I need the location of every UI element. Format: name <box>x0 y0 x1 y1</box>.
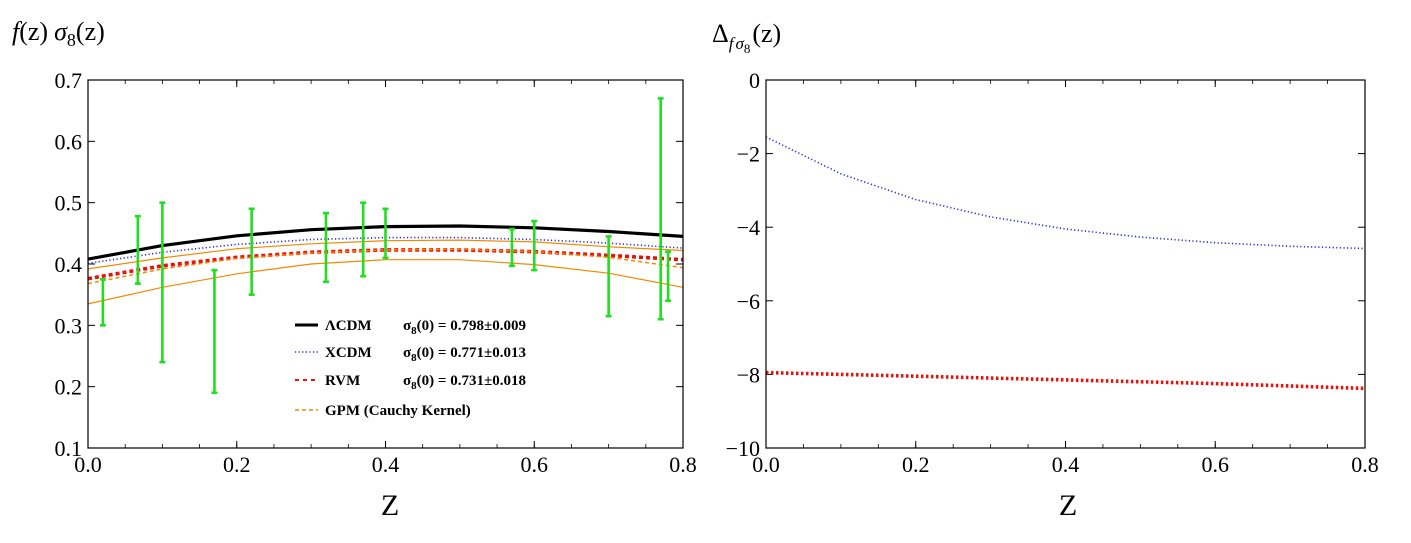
right-series <box>766 136 1365 391</box>
y-tick-label: 0.4 <box>55 252 83 277</box>
y-tick-label: 0.3 <box>55 313 83 338</box>
x-tick-label: 0.6 <box>1202 452 1230 477</box>
legend-label-gpm: GPM (Cauchy Kernel) <box>325 403 471 419</box>
y-tick-label: 0.1 <box>55 436 83 461</box>
ylabel-sub8: 8 <box>67 30 76 50</box>
legend-sigma-rvm: σ8(0) = 0.731±0.018 <box>403 373 526 392</box>
left-x-axis-title: Z <box>381 489 399 522</box>
ylabel-sigma: σ <box>54 17 68 46</box>
left-plot-frame <box>87 79 684 449</box>
legend-sigma-value-rvm: (0) = 0.731±0.018 <box>417 373 526 389</box>
left-ticks: 0.0 0.2 0.4 0.6 0.8 0.1 0.2 0.3 0.4 0.5 0.6 0.7 <box>55 68 697 477</box>
ylabel-z: (z) <box>752 19 781 48</box>
right-x-axis-title: Z <box>1059 489 1077 522</box>
x-tick-label: 0.4 <box>1052 452 1080 477</box>
y-tick-label: −10 <box>726 436 760 461</box>
series-line-gpm-cauchy-kernel <box>88 248 683 285</box>
y-tick-label: 0 <box>749 68 760 93</box>
y-tick-label: −4 <box>737 215 760 240</box>
legend-sigma-sym-lcdm: σ <box>403 318 412 334</box>
x-tick-label: 0.0 <box>74 452 102 477</box>
series-line-rvm <box>766 370 1365 391</box>
x-tick-label: 0.8 <box>669 452 697 477</box>
legend-sigma-sym-xcdm: σ <box>403 345 412 361</box>
legend-label-rvm: RVM <box>325 373 360 389</box>
x-tick-label: 0.2 <box>223 452 251 477</box>
x-tick-label: 0.4 <box>372 452 400 477</box>
legend-sigma-sym-rvm: σ <box>403 373 412 389</box>
ylabel-z1: (z) <box>19 17 48 46</box>
legend-sigma-value-lcdm: (0) = 0.798±0.009 <box>417 318 526 334</box>
ylabel-z2: (z) <box>76 17 105 46</box>
y-tick-label: −6 <box>737 289 760 314</box>
legend-sigma-lcdm: σ8(0) = 0.798±0.009 <box>403 318 526 337</box>
y-tick-label: 0.5 <box>55 191 83 216</box>
right-chart: Δf σ8(z) 0.0 0.2 0.4 0.6 0.8 −10 −8 −6 −4 −2 0 Z <box>712 19 1379 522</box>
legend-sigma-sub-lcdm: 8 <box>411 325 417 337</box>
ylabel-sub-8: 8 <box>744 41 751 56</box>
left-y-axis-title: f(z) σ8(z) <box>12 17 105 50</box>
left-legend: ΛCDM σ8(0) = 0.798±0.009 XCDM σ8(0) = 0.… <box>295 318 526 419</box>
y-tick-label: −8 <box>737 362 760 387</box>
legend-label-xcdm: XCDM <box>325 345 372 361</box>
gpm-band-lower <box>88 259 683 305</box>
ylabel-sub-f: f <box>729 34 736 53</box>
ylabel-sub-sigma: σ <box>735 34 744 53</box>
right-y-axis-title: Δf σ8(z) <box>712 19 781 56</box>
series-line-rvm <box>88 248 683 281</box>
legend-sigma-value-xcdm: (0) = 0.771±0.013 <box>417 345 526 361</box>
legend-label-lcdm: ΛCDM <box>325 318 372 334</box>
legend-sigma-xcdm: σ8(0) = 0.771±0.013 <box>403 345 526 364</box>
x-tick-label: 0.8 <box>1351 452 1379 477</box>
left-errorbars <box>99 97 672 395</box>
left-chart: f(z) σ8(z) 0.0 0.2 0.4 0.6 0.80.10.20.30.40.5… <box>12 17 697 522</box>
y-tick-label: −2 <box>737 142 760 167</box>
ylabel-delta: Δ <box>712 19 729 48</box>
x-tick-label: 0.2 <box>902 452 930 477</box>
series-line-xcdm <box>766 136 1365 250</box>
x-tick-label: 0.6 <box>521 452 549 477</box>
right-ticks: 0.0 0.2 0.4 0.6 0.8 −10 −8 −6 −4 −2 0 <box>726 68 1379 477</box>
y-tick-label: 0.2 <box>55 375 83 400</box>
ylabel-f: f <box>12 17 23 46</box>
legend-sigma-sub-rvm: 8 <box>411 380 417 392</box>
x-tick-label: 0.0 <box>752 452 780 477</box>
y-tick-label: 0.6 <box>55 129 83 154</box>
y-tick-label: 0.7 <box>55 68 83 93</box>
legend-sigma-sub-xcdm: 8 <box>411 352 417 364</box>
right-plot-frame <box>765 79 1366 449</box>
